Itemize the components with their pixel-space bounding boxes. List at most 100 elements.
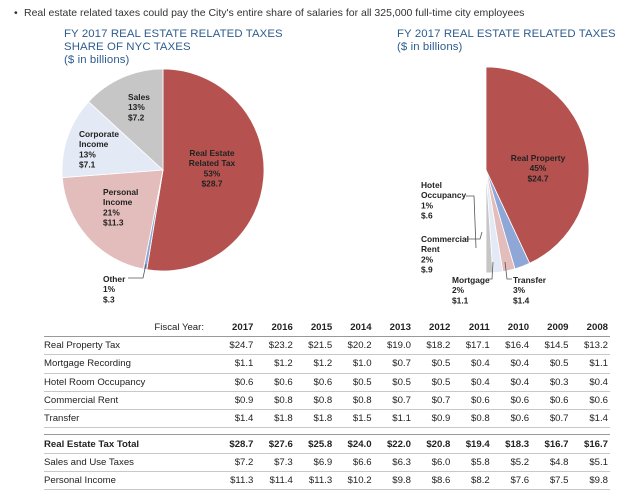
cell-transfer-2010: $0.6	[491, 409, 532, 429]
year-header-2015: 2015	[294, 318, 335, 337]
pie1-label-sales: Sales 13% $7.2	[128, 92, 150, 122]
year-header-2014: 2014	[334, 318, 374, 337]
cell-real-property-tax-2015: $21.5	[294, 336, 335, 356]
pie1-slice-sales	[88, 68, 164, 171]
pie2-leader-transfer	[504, 261, 512, 280]
cell-mortgage-recording-2010: $0.4	[491, 354, 532, 374]
cell-transfer-2012: $0.9	[412, 409, 453, 429]
row-label-mortgage-recording: Mortgage Recording	[44, 354, 216, 374]
pie1-label-corporate: Corporate Income 13% $7.1	[79, 129, 119, 170]
cell-real-property-tax-2012: $18.2	[412, 336, 453, 356]
cell-real-estate-tax-total-2011: $19.4	[452, 434, 492, 454]
left-chart-title-line1: FY 2017 REAL ESTATE RELATED TAXES	[64, 28, 283, 40]
cell-personal-income-2016: $11.4	[255, 471, 295, 490]
year-header-2009: 2009	[531, 318, 571, 337]
intro-text: Real estate related taxes could pay the …	[24, 7, 525, 19]
cell-commercial-rent-2012: $0.7	[412, 391, 453, 411]
table-row: Sales and Use Taxes $7.2 $7.3 $6.9 $6.6 $6.3 $…	[44, 453, 610, 473]
cell-sales-and-use-taxes-2014: $6.6	[334, 453, 374, 473]
row-label-sales-and-use-taxes: Sales and Use Taxes	[44, 453, 216, 473]
cell-commercial-rent-2008: $0.6	[570, 391, 610, 411]
left-chart-subtitle: ($ in billions)	[64, 54, 130, 66]
table-spacer-row	[44, 427, 610, 436]
right-chart-title-line1: FY 2017 REAL ESTATE RELATED TAXES	[397, 28, 616, 40]
table-row: Commercial Rent $0.9 $0.8 $0.8 $0.8 $0.7 $0.7 $…	[44, 391, 610, 411]
cell-real-estate-tax-total-2014: $24.0	[334, 434, 374, 454]
cell-sales-and-use-taxes-2012: $6.0	[412, 453, 453, 473]
cell-sales-and-use-taxes-2015: $6.9	[294, 453, 335, 473]
cell-real-estate-tax-total-2010: $18.3	[491, 434, 532, 454]
cell-hotel-room-occupancy-2015: $0.6	[294, 373, 335, 392]
year-header-2013: 2013	[373, 318, 413, 337]
table-row: Transfer $1.4 $1.8 $1.8 $1.5 $1.1 $0.9 $0.8 $0.6…	[44, 409, 610, 429]
year-header-2010: 2010	[491, 318, 532, 337]
tax-history-table: Fiscal Year: 2017 2016 2015 2014 2013 2012 2011…	[44, 318, 610, 490]
row-label-personal-income: Personal Income	[44, 471, 216, 490]
pie2-label-hotel: Hotel Occupancy 1% $.6	[421, 180, 466, 221]
cell-transfer-2017: $1.4	[216, 409, 256, 429]
fiscal-year-label: Fiscal Year:	[44, 318, 216, 337]
cell-real-estate-tax-total-2015: $25.8	[294, 434, 335, 454]
table-row: Real Property Tax $24.7 $23.2 $21.5 $20.2 $19…	[44, 336, 610, 356]
intro-bullet-line: • Real estate related taxes could pay the…	[14, 7, 524, 19]
row-label-real-property-tax: Real Property Tax	[44, 336, 216, 356]
cell-mortgage-recording-2016: $1.2	[255, 354, 295, 374]
cell-hotel-room-occupancy-2017: $0.6	[216, 373, 256, 392]
row-label-transfer: Transfer	[44, 409, 216, 429]
cell-transfer-2014: $1.5	[334, 409, 374, 429]
cell-commercial-rent-2009: $0.6	[531, 391, 571, 411]
cell-transfer-2016: $1.8	[255, 409, 295, 429]
cell-sales-and-use-taxes-2009: $4.8	[531, 453, 571, 473]
cell-personal-income-2014: $10.2	[334, 471, 374, 490]
cell-real-estate-tax-total-2009: $16.7	[531, 434, 571, 454]
pie1-label-other: Other 1% $.3	[103, 274, 126, 304]
cell-personal-income-2008: $9.8	[570, 471, 610, 490]
pie2-label-mortgage: Mortgage 2% $1.1	[452, 275, 490, 305]
right-chart-subtitle: ($ in billions)	[397, 41, 463, 53]
cell-commercial-rent-2014: $0.8	[334, 391, 374, 411]
pie2-label-real-property: Real Property 45% $24.7	[511, 153, 566, 183]
table-row: Hotel Room Occupancy $0.6 $0.6 $0.6 $0.5 $0.5…	[44, 373, 610, 392]
cell-mortgage-recording-2014: $1.0	[334, 354, 374, 374]
cell-sales-and-use-taxes-2010: $5.2	[491, 453, 532, 473]
table-header-row: Fiscal Year: 2017 2016 2015 2014 2013 2012 2011…	[44, 318, 610, 337]
cell-sales-and-use-taxes-2016: $7.3	[255, 453, 295, 473]
cell-real-estate-tax-total-2016: $27.6	[255, 434, 295, 454]
cell-sales-and-use-taxes-2017: $7.2	[216, 453, 256, 473]
year-header-2016: 2016	[255, 318, 295, 337]
cell-real-estate-tax-total-2008: $16.7	[570, 434, 610, 454]
cell-transfer-2011: $0.8	[452, 409, 492, 429]
cell-sales-and-use-taxes-2008: $5.1	[570, 453, 610, 473]
cell-hotel-room-occupancy-2011: $0.4	[452, 373, 492, 392]
cell-hotel-room-occupancy-2014: $0.5	[334, 373, 374, 392]
bullet-marker: •	[14, 7, 18, 19]
left-chart-title: FY 2017 REAL ESTATE RELATED TAXES SHARE …	[64, 28, 283, 67]
pie2-leader-mortgage	[488, 261, 494, 280]
table-row: Real Estate Tax Total $28.7 $27.6 $25.8 $24.…	[44, 434, 610, 454]
cell-commercial-rent-2013: $0.7	[373, 391, 413, 411]
pie2-leader-hotel	[466, 195, 477, 249]
row-label-commercial-rent: Commercial Rent	[44, 391, 216, 411]
cell-real-property-tax-2016: $23.2	[255, 336, 295, 356]
pie2-slice-real-property	[485, 66, 590, 264]
year-header-2017: 2017	[216, 318, 256, 337]
cell-commercial-rent-2017: $0.9	[216, 391, 256, 411]
cell-real-property-tax-2017: $24.7	[216, 336, 256, 356]
cell-personal-income-2015: $11.3	[294, 471, 335, 490]
pie2-label-transfer: Transfer 3% $1.4	[513, 275, 547, 305]
pie1-leader-other	[128, 263, 147, 279]
cell-real-estate-tax-total-2017: $28.7	[216, 434, 256, 454]
cell-commercial-rent-2010: $0.6	[491, 391, 532, 411]
cell-transfer-2008: $1.4	[570, 409, 610, 429]
cell-commercial-rent-2016: $0.8	[255, 391, 295, 411]
cell-real-estate-tax-total-2013: $22.0	[373, 434, 413, 454]
cell-hotel-room-occupancy-2008: $0.4	[570, 373, 610, 392]
cell-personal-income-2017: $11.3	[216, 471, 256, 490]
cell-real-property-tax-2010: $16.4	[491, 336, 532, 356]
cell-hotel-room-occupancy-2013: $0.5	[373, 373, 413, 392]
row-label-real-estate-tax-total: Real Estate Tax Total	[44, 434, 216, 454]
pie1-slice-corporate	[61, 101, 164, 178]
cell-personal-income-2012: $8.6	[412, 471, 453, 490]
left-chart-title-line2: SHARE OF NYC TAXES	[64, 41, 191, 53]
pie2-leader-commercial-rent	[466, 231, 483, 240]
